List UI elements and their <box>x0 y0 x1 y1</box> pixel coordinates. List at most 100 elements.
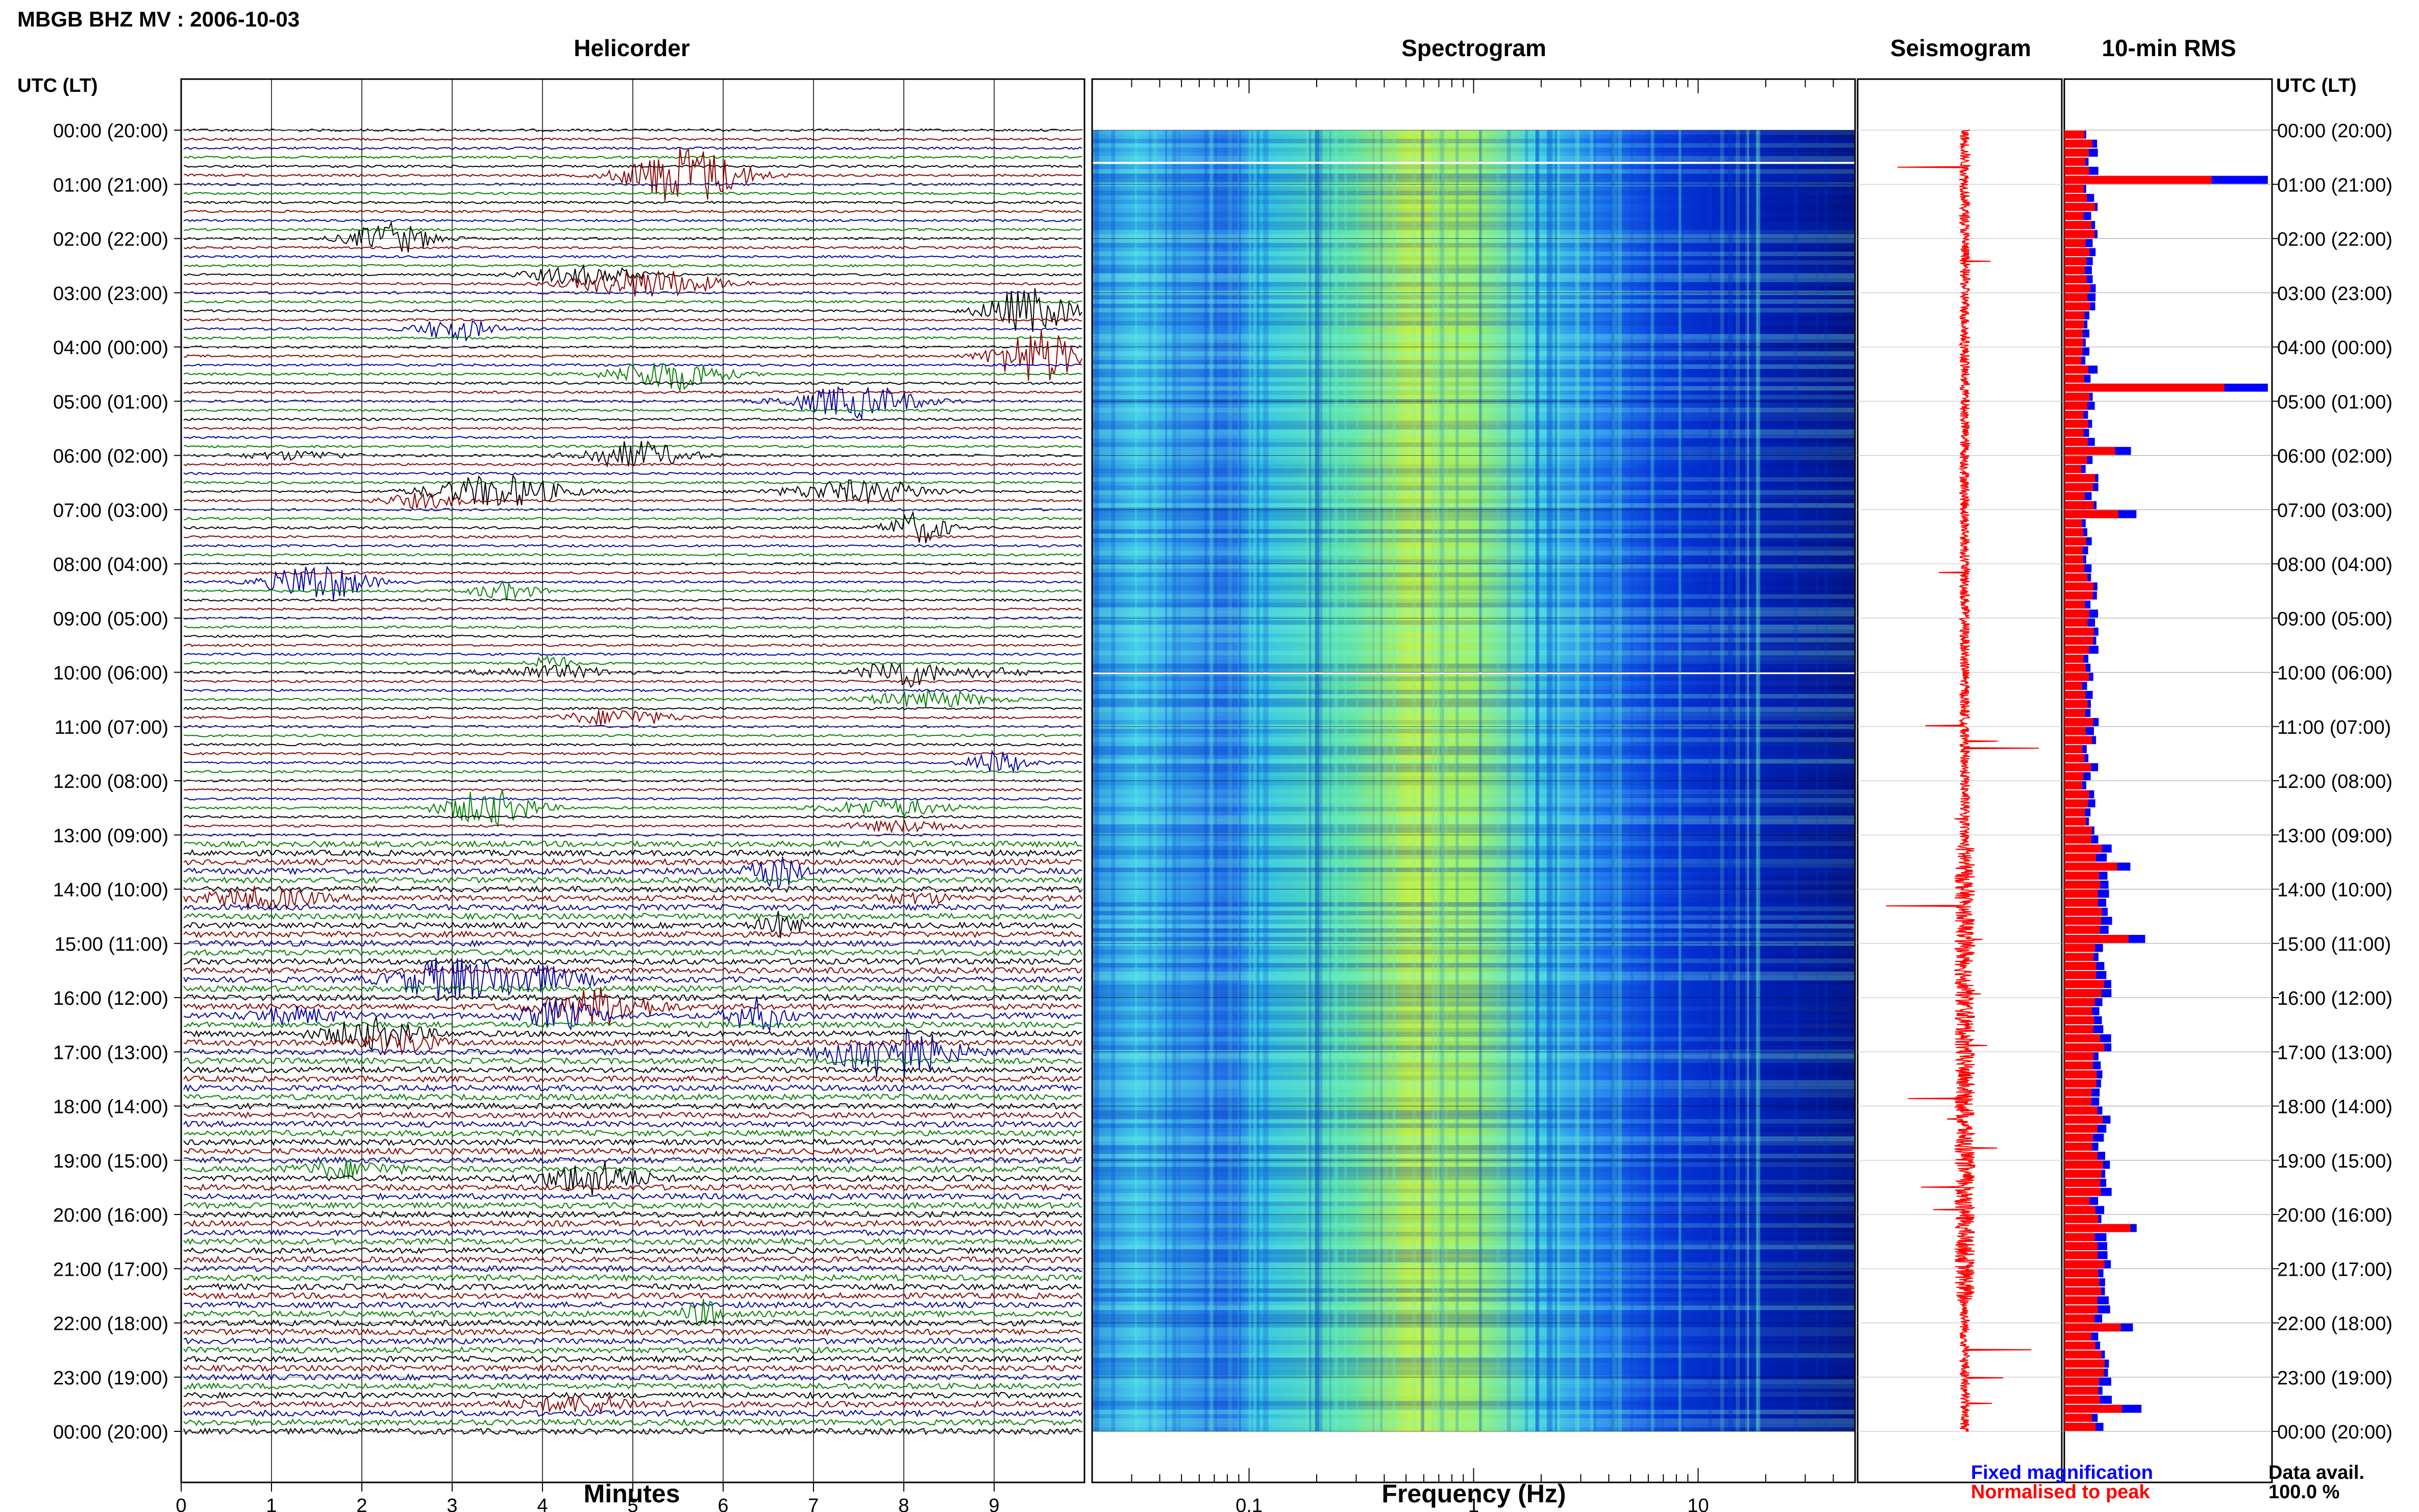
spectrogram-row <box>1092 880 1855 885</box>
helicorder-trace <box>183 386 1082 420</box>
helicorder-trace <box>183 1138 1082 1147</box>
helicorder-trace <box>183 993 1082 1002</box>
spectrogram-gap <box>1092 162 1855 164</box>
helicorder-trace <box>183 1111 1082 1119</box>
spectrogram-row <box>1092 477 1855 482</box>
helicorder-trace <box>183 840 1082 848</box>
helicorder-trace <box>183 655 1082 670</box>
time-tick-right: 13:00 (09:00) <box>2277 825 2392 847</box>
rms-bar-normalised <box>2064 627 2094 636</box>
rms-bar-normalised <box>2064 248 2090 256</box>
rms-bar-normalised <box>2064 1242 2098 1250</box>
rms-bar-normalised <box>2064 1305 2098 1313</box>
helicorder-trace <box>183 155 1082 159</box>
rms-bar-normalised <box>2064 709 2086 717</box>
spectrogram-row <box>1092 989 1855 994</box>
rms-bar-normalised <box>2064 528 2084 536</box>
rms-bar-normalised <box>2064 1070 2097 1079</box>
spectrogram-row <box>1092 403 1855 408</box>
rms-bar-normalised <box>2064 862 2117 871</box>
helicorder-trace <box>183 986 1082 1025</box>
spectrogram-xlabel: Frequency (Hz) <box>1381 1479 1566 1508</box>
helicorder-trace <box>183 1247 1082 1255</box>
time-tick-left: 18:00 (14:00) <box>53 1097 168 1118</box>
helicorder-trace <box>183 688 1082 692</box>
spectrogram-row <box>1092 559 1855 564</box>
rms-bar-normalised <box>2064 582 2094 591</box>
spectrogram-row <box>1092 1197 1855 1202</box>
spectrogram-row <box>1092 867 1855 872</box>
rms-bar-normalised <box>2064 537 2087 546</box>
spectrogram-row <box>1092 1167 1855 1172</box>
time-tick-left: 19:00 (15:00) <box>53 1151 168 1172</box>
helicorder-trace <box>183 1301 1082 1309</box>
spectrogram-row <box>1092 1045 1855 1050</box>
spectrogram-row <box>1092 278 1855 282</box>
helicorder-trace <box>183 742 1082 747</box>
rms-title: 10-min RMS <box>2102 35 2236 61</box>
helicorder-trace <box>183 1409 1082 1418</box>
helicorder-trace <box>183 1382 1082 1391</box>
rms-bar-normalised <box>2064 1215 2099 1223</box>
rms-bar-normalised <box>2064 555 2084 563</box>
spectrogram-row <box>1092 603 1855 608</box>
spectrogram-row <box>1092 152 1855 157</box>
time-tick-right: 03:00 (23:00) <box>2277 283 2392 305</box>
time-tick-left: 20:00 (16:00) <box>53 1205 168 1226</box>
helicorder-x-tick-label: 6 <box>718 1495 728 1512</box>
helicorder-trace <box>183 345 1082 349</box>
spectrogram-row <box>1092 408 1855 412</box>
rms-bar-normalised <box>2064 1061 2093 1070</box>
spectrogram-row <box>1092 295 1855 300</box>
spectrogram-row <box>1092 464 1855 469</box>
spectrogram-row <box>1092 1201 1855 1206</box>
rms-bar-normalised <box>2064 1133 2093 1142</box>
spectrogram-row <box>1092 490 1855 495</box>
spectrogram-row <box>1092 707 1855 712</box>
helicorder-trace <box>183 770 1082 774</box>
spectrogram-row <box>1092 529 1855 534</box>
rms-bar-normalised <box>2064 483 2093 491</box>
helicorder-x-tick-label: 8 <box>898 1495 909 1512</box>
spectrogram-row <box>1092 243 1855 247</box>
helicorder-trace <box>183 510 1082 543</box>
helicorder-trace <box>183 137 1082 141</box>
helicorder-trace <box>183 790 1082 827</box>
rms-bar-normalised <box>2064 474 2095 482</box>
rms-bar-normalised <box>2064 899 2099 907</box>
spectrogram-row <box>1092 972 1855 976</box>
rms-panel <box>2063 78 2273 1483</box>
spectrogram-row <box>1092 1301 1855 1306</box>
spectrogram-row <box>1092 1353 1855 1358</box>
spectrogram-row <box>1092 1219 1855 1224</box>
helicorder-trace <box>183 876 1082 884</box>
time-tick-left: 15:00 (11:00) <box>55 934 168 955</box>
spectrogram-row <box>1092 316 1855 321</box>
rms-bar-normalised <box>2064 320 2084 329</box>
spectrogram-row <box>1092 1141 1855 1146</box>
spectrogram-row <box>1092 694 1855 699</box>
rms-bar-normalised <box>2064 907 2102 916</box>
helicorder-trace <box>183 1355 1082 1363</box>
spectrogram-row <box>1092 386 1855 391</box>
spectrogram-row <box>1092 1349 1855 1354</box>
spectrogram-row <box>1092 351 1855 356</box>
time-tick-right: 00:00 (20:00) <box>2277 1422 2392 1443</box>
spectrogram-row <box>1092 382 1855 386</box>
spectrogram-row <box>1092 1310 1855 1315</box>
spectrogram-row <box>1092 1067 1855 1072</box>
spectrogram-row <box>1092 256 1855 261</box>
spectrogram-row <box>1092 906 1855 911</box>
helicorder-trace <box>183 706 1082 710</box>
spectrogram-row <box>1092 494 1855 499</box>
spectrogram-row <box>1092 1084 1855 1089</box>
spectrogram-row <box>1092 828 1855 833</box>
rms-bar-normalised <box>2064 808 2085 816</box>
spectrogram-row <box>1092 252 1855 256</box>
rms-bar-normalised <box>2064 501 2094 509</box>
spectrogram-row <box>1092 304 1855 308</box>
spectrogram-row <box>1092 143 1855 148</box>
helicorder-trace <box>183 858 1082 866</box>
time-tick-right: 09:00 (05:00) <box>2277 608 2392 630</box>
spectrogram-row <box>1092 807 1855 811</box>
